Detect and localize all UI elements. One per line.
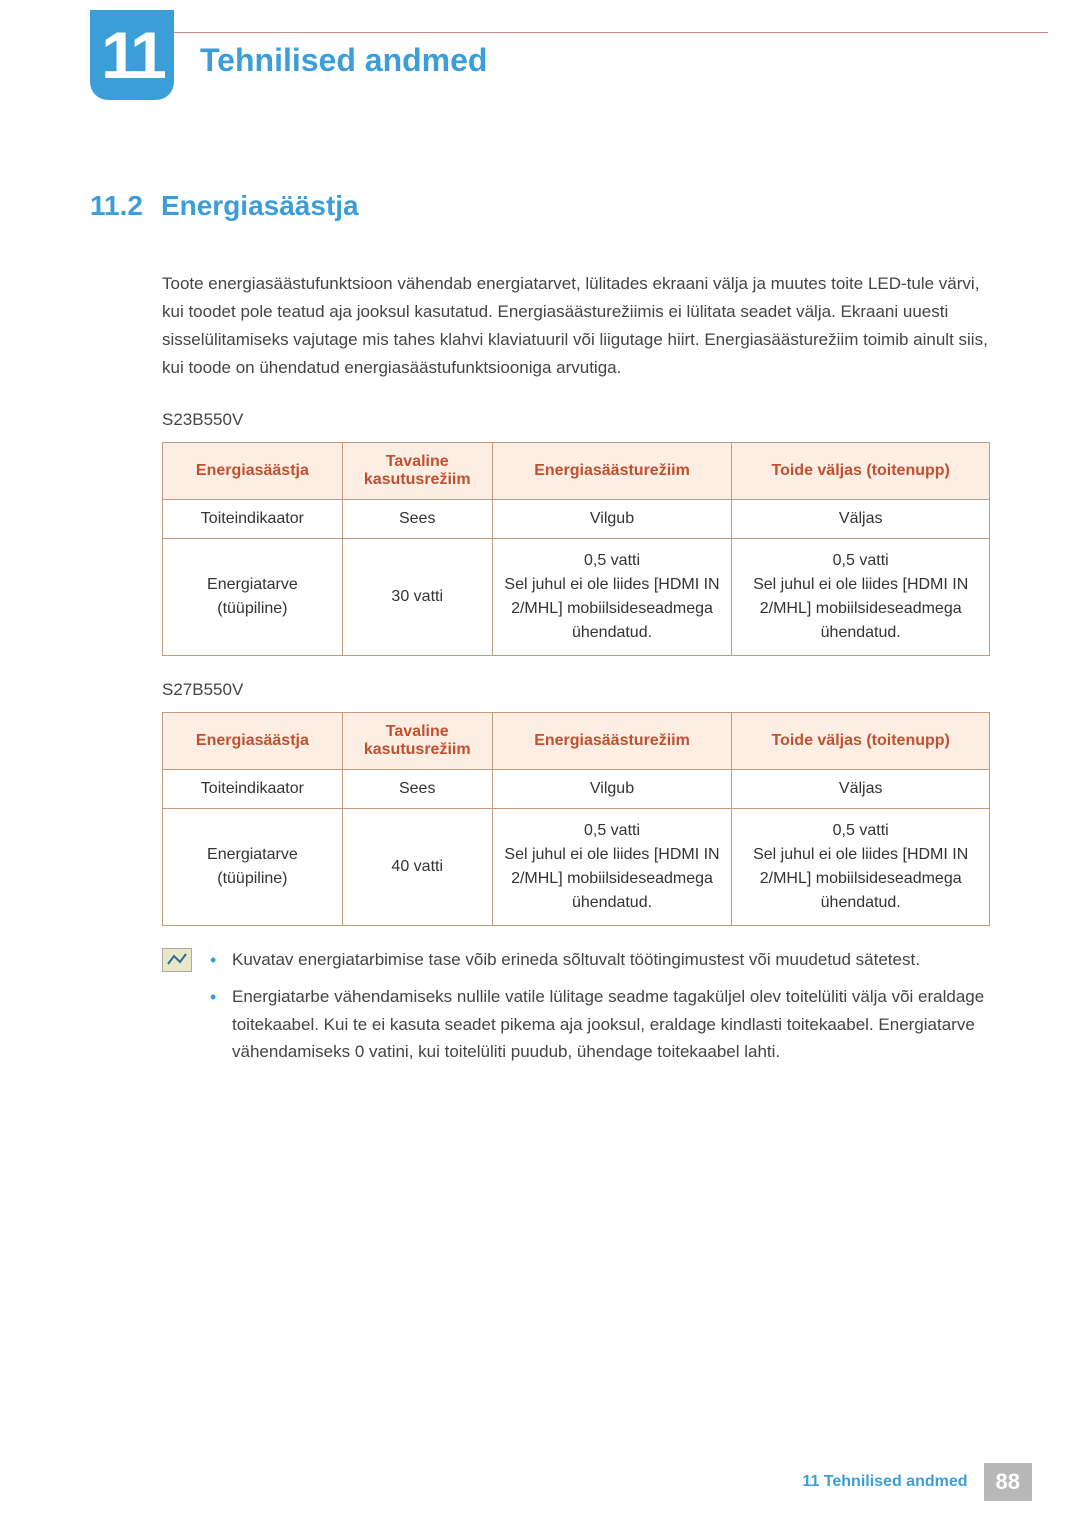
cell: Väljas (732, 770, 990, 809)
cell-note: Sel juhul ei ole liides [HDMI IN 2/MHL] … (740, 843, 981, 915)
page-number: 88 (984, 1463, 1032, 1501)
spec-table-2: Energiasäästja Tavaline kasutusrežiim En… (162, 712, 990, 926)
cell: Väljas (732, 500, 990, 539)
note-icon (162, 948, 192, 972)
cell: Vilgub (492, 770, 732, 809)
cell: Sees (342, 770, 492, 809)
chapter-number: 11 (101, 22, 163, 88)
th-col3: Energiasäästurežiim (492, 713, 732, 770)
cell: 30 vatti (342, 539, 492, 656)
cell-note: Sel juhul ei ole liides [HDMI IN 2/MHL] … (501, 843, 724, 915)
cell-watt: 0,5 vatti (740, 819, 981, 843)
cell: 0,5 vatti Sel juhul ei ole liides [HDMI … (492, 809, 732, 926)
cell: Sees (342, 500, 492, 539)
note-item: Kuvatav energiatarbimise tase võib erine… (210, 946, 990, 973)
chapter-title: Tehnilised andmed (200, 42, 487, 79)
cell-watt: 0,5 vatti (501, 549, 724, 573)
cell: 40 vatti (342, 809, 492, 926)
cell: Energiatarve (tüüpiline) (163, 809, 343, 926)
th-col3: Energiasäästurežiim (492, 443, 732, 500)
page-footer: 11 Tehnilised andmed 88 (802, 1463, 1032, 1501)
model-label: S27B550V (162, 680, 990, 700)
cell-watt: 0,5 vatti (501, 819, 724, 843)
notes-block: Kuvatav energiatarbimise tase võib erine… (162, 946, 990, 1075)
notes-list: Kuvatav energiatarbimise tase võib erine… (210, 946, 990, 1075)
spec-table-1: Energiasäästja Tavaline kasutusrežiim En… (162, 442, 990, 656)
model-label: S23B550V (162, 410, 990, 430)
th-col1: Energiasäästja (163, 713, 343, 770)
th-col1: Energiasäästja (163, 443, 343, 500)
cell: Toiteindikaator (163, 770, 343, 809)
intro-paragraph: Toote energiasäästufunktsioon vähendab e… (162, 270, 990, 382)
th-col2: Tavaline kasutusrežiim (342, 713, 492, 770)
page-content: 11.2 Energiasäästja Toote energiasäästufu… (90, 190, 990, 1075)
th-col4: Toide väljas (toitenupp) (732, 443, 990, 500)
cell: Toiteindikaator (163, 500, 343, 539)
chapter-badge: 11 (90, 10, 174, 100)
header-rule (160, 32, 1048, 33)
cell-watt: 0,5 vatti (740, 549, 981, 573)
th-col2: Tavaline kasutusrežiim (342, 443, 492, 500)
cell: Vilgub (492, 500, 732, 539)
cell-note: Sel juhul ei ole liides [HDMI IN 2/MHL] … (501, 573, 724, 645)
th-col4: Toide väljas (toitenupp) (732, 713, 990, 770)
cell: Energiatarve (tüüpiline) (163, 539, 343, 656)
section-title: Energiasäästja (161, 190, 359, 221)
section-heading: 11.2 Energiasäästja (90, 190, 990, 222)
footer-text: 11 Tehnilised andmed (802, 1473, 967, 1491)
cell: 0,5 vatti Sel juhul ei ole liides [HDMI … (732, 809, 990, 926)
section-number: 11.2 (90, 190, 143, 221)
cell-note: Sel juhul ei ole liides [HDMI IN 2/MHL] … (740, 573, 981, 645)
cell: 0,5 vatti Sel juhul ei ole liides [HDMI … (732, 539, 990, 656)
note-item: Energiatarbe vähendamiseks nullile vatil… (210, 983, 990, 1065)
cell: 0,5 vatti Sel juhul ei ole liides [HDMI … (492, 539, 732, 656)
